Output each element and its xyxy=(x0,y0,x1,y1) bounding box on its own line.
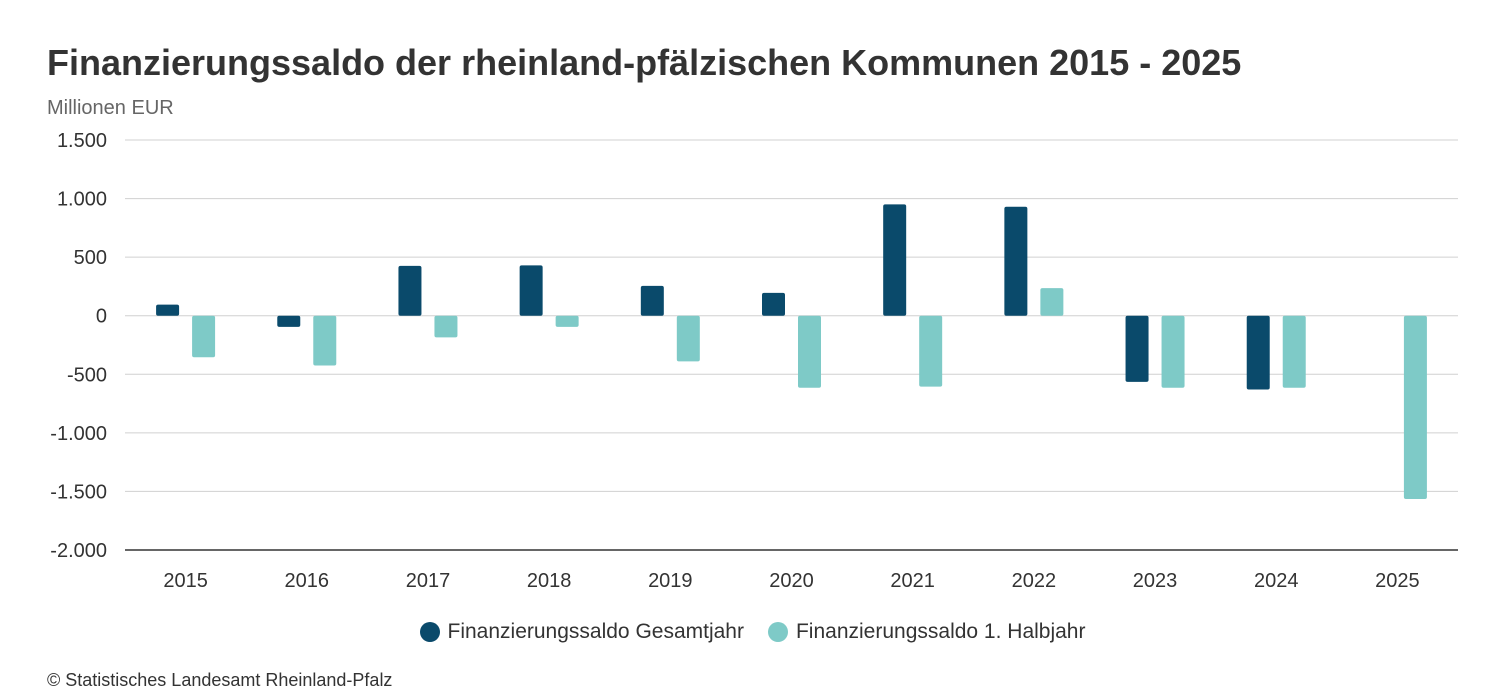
x-tick-label: 2023 xyxy=(1133,570,1178,592)
x-tick-label: 2015 xyxy=(163,570,208,592)
y-tick-label: 1.000 xyxy=(57,189,107,211)
bar-halbjahr-2017 xyxy=(434,315,458,338)
x-tick-label: 2018 xyxy=(527,570,572,592)
source-credit: © Statistisches Landesamt Rheinland-Pfal… xyxy=(47,670,393,690)
y-axis-unit-label: Millionen EUR xyxy=(47,97,174,119)
legend-item-halbjahr: Finanzierungssaldo 1. Halbjahr xyxy=(767,620,1086,644)
y-tick-label: -500 xyxy=(67,364,107,386)
bar-gesamtjahr-2016 xyxy=(277,315,301,327)
y-tick-label: 1.500 xyxy=(57,130,107,152)
x-tick-label: 2022 xyxy=(1012,570,1057,592)
bar-halbjahr-2016 xyxy=(313,315,337,366)
bar-gesamtjahr-2022 xyxy=(1004,206,1028,316)
y-tick-label: 500 xyxy=(74,247,107,269)
bar-halbjahr-2015 xyxy=(192,315,216,358)
y-tick-label: -1.000 xyxy=(50,423,107,445)
y-tick-label: -2.000 xyxy=(50,540,107,562)
bar-gesamtjahr-2020 xyxy=(762,292,785,316)
bar-halbjahr-2019 xyxy=(676,315,700,362)
bar-halbjahr-2018 xyxy=(555,315,579,327)
bar-halbjahr-2023 xyxy=(1161,315,1185,388)
legend-label-halbjahr: Finanzierungssaldo 1. Halbjahr xyxy=(795,620,1086,643)
y-tick-label: -1.500 xyxy=(50,481,107,503)
bar-halbjahr-2020 xyxy=(798,315,821,388)
bar-gesamtjahr-2017 xyxy=(398,265,422,316)
legend-label-gesamtjahr: Finanzierungssaldo Gesamtjahr xyxy=(447,620,744,643)
x-tick-label: 2016 xyxy=(285,570,330,592)
x-tick-label: 2025 xyxy=(1375,570,1420,592)
bar-halbjahr-2022 xyxy=(1040,288,1064,316)
bar-gesamtjahr-2015 xyxy=(156,304,180,316)
legend-item-gesamtjahr: Finanzierungssaldo Gesamtjahr xyxy=(419,620,744,644)
y-tick-label: 0 xyxy=(96,306,107,328)
chart-title: Finanzierungssaldo der rheinland-pfälzis… xyxy=(47,42,1242,83)
x-tick-label: 2024 xyxy=(1254,570,1299,592)
x-tick-label: 2017 xyxy=(406,570,451,592)
bar-halbjahr-2024 xyxy=(1282,315,1306,388)
bar-gesamtjahr-2023 xyxy=(1125,315,1149,382)
legend-swatch-halbjahr xyxy=(767,622,788,642)
bar-gesamtjahr-2019 xyxy=(640,285,664,316)
x-tick-label: 2021 xyxy=(890,570,935,592)
bar-halbjahr-2021 xyxy=(919,315,943,387)
legend-swatch-gesamtjahr xyxy=(419,622,440,642)
bar-halbjahr-2025 xyxy=(1403,315,1427,500)
bar-gesamtjahr-2018 xyxy=(519,265,543,316)
x-tick-label: 2019 xyxy=(648,570,693,592)
bar-chart: 1.500 1.000 500 0 -500 -1.000 -1.500 -2.000 2015… xyxy=(50,130,1458,592)
legend: Finanzierungssaldo Gesamtjahr Finanzieru… xyxy=(0,620,1505,644)
bar-gesamtjahr-2024 xyxy=(1246,315,1270,390)
bar-gesamtjahr-2021 xyxy=(883,204,907,316)
x-tick-label: 2020 xyxy=(769,570,814,592)
